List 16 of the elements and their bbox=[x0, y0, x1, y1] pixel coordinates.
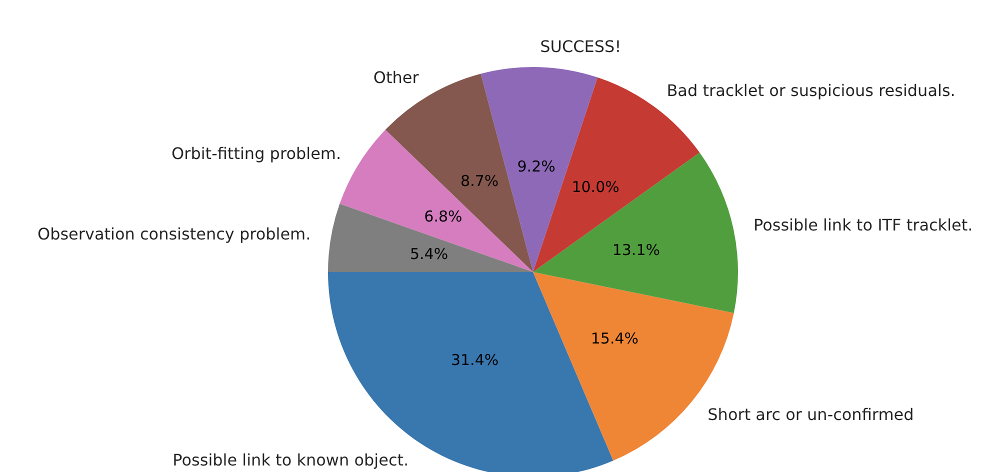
data-label: 15.4% bbox=[590, 330, 639, 348]
slice-label: Possible link to known object. bbox=[172, 450, 409, 470]
data-label: 31.4% bbox=[450, 350, 499, 369]
slice-label: Short arc or un-confirmed bbox=[708, 405, 914, 424]
data-label: 8.7% bbox=[460, 172, 499, 190]
data-label: 9.2% bbox=[517, 158, 556, 176]
data-label: 5.4% bbox=[410, 245, 448, 264]
slice-label: SUCCESS! bbox=[540, 37, 622, 56]
data-label: 13.1% bbox=[612, 240, 660, 259]
slice-label: Bad tracklet or suspicious residuals. bbox=[666, 80, 956, 100]
slice-label: Other bbox=[373, 68, 420, 88]
slice-label: Orbit-fitting problem. bbox=[172, 144, 342, 164]
slice-label: Observation consistency problem. bbox=[37, 224, 311, 244]
data-label: 10.0% bbox=[572, 178, 620, 196]
slice-label: Possible link to ITF tracklet. bbox=[754, 215, 973, 234]
data-label: 6.8% bbox=[424, 208, 462, 226]
